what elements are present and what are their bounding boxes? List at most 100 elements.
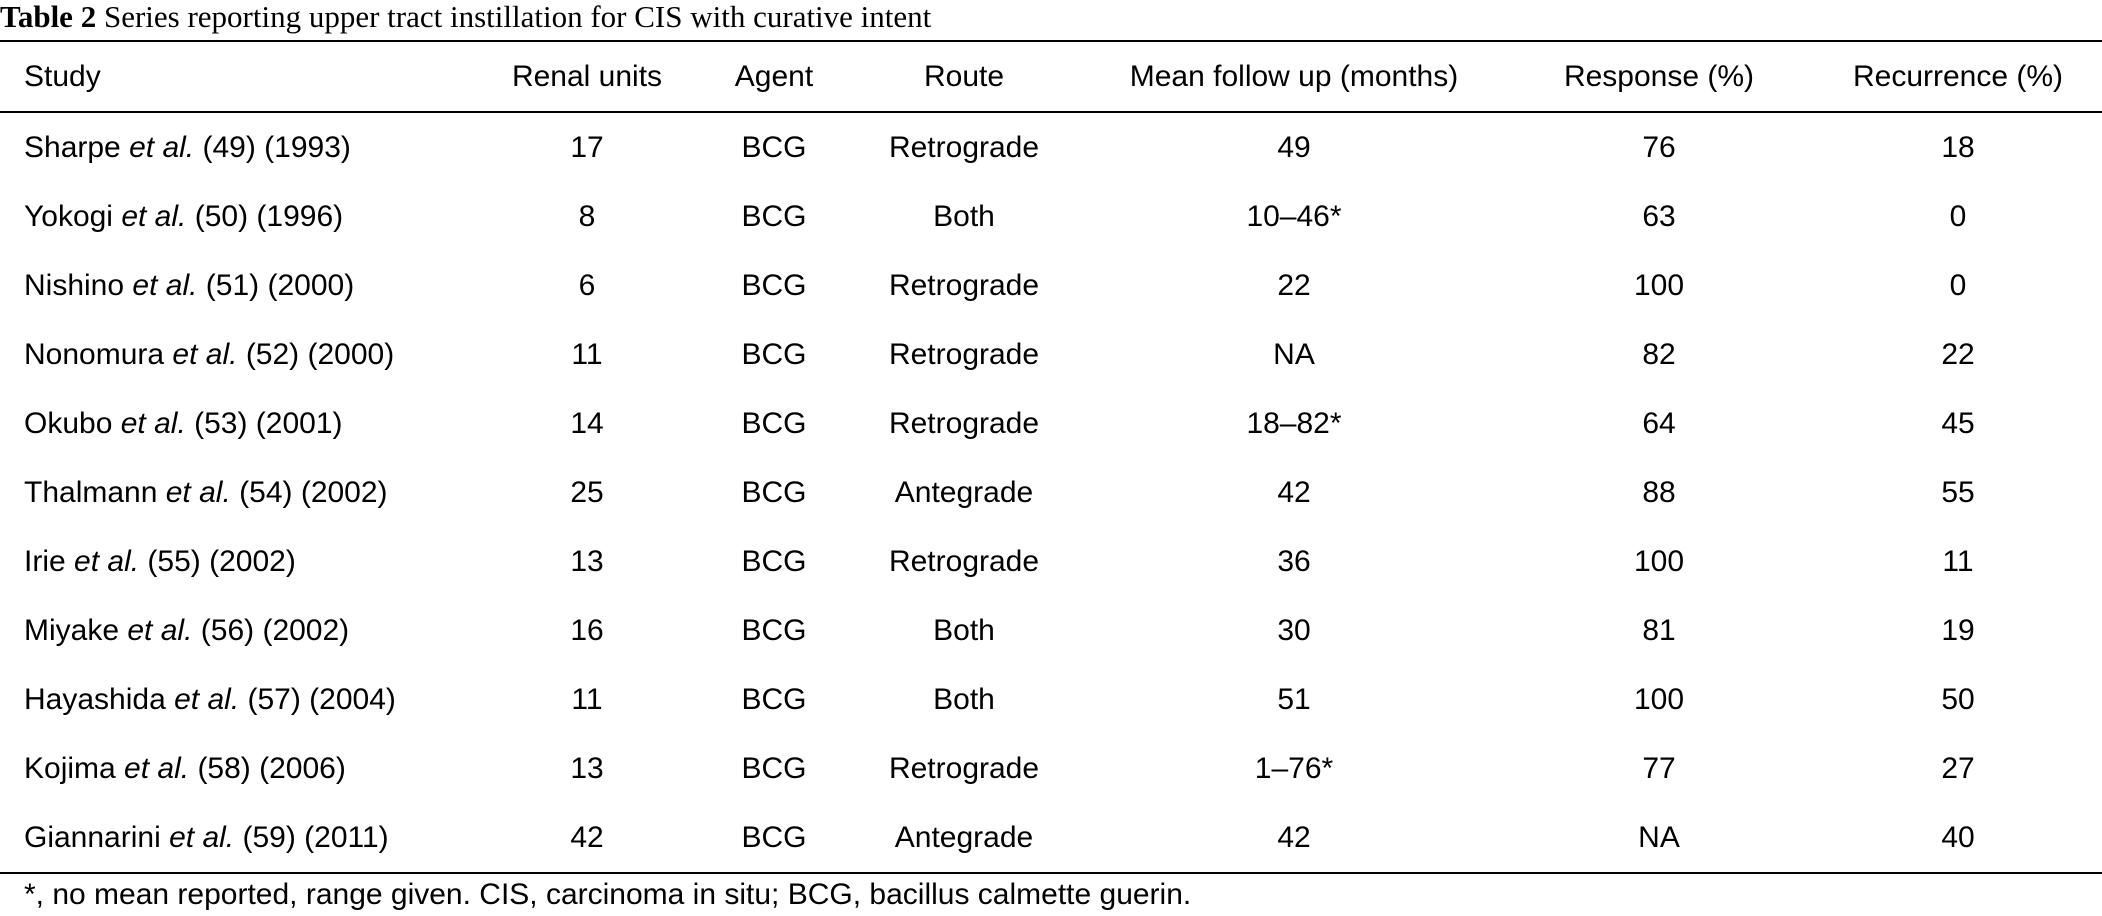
cell-renal-units: 42 — [470, 803, 704, 874]
cell-renal-units: 17 — [570, 130, 604, 164]
cell-route: Retrograde — [888, 406, 1040, 440]
cell-study: Giannarini et al. (59) (2011) — [0, 803, 470, 874]
study-reference: (59) (2011) — [242, 820, 389, 854]
cell-response: 81 — [1642, 613, 1676, 647]
cell-follow-up: 1–76* — [1254, 751, 1334, 785]
study-reference: (56) (2002) — [200, 613, 350, 647]
study-author: Nonomura — [24, 337, 165, 371]
cell-follow-up: 30 — [1277, 613, 1311, 647]
table-row: Yokogi et al. (50) (1996) 8 BCG Both 10–46* 6… — [0, 182, 2102, 251]
cell-recurrence: 19 — [1941, 613, 1975, 647]
study-etal: et al. — [169, 820, 235, 854]
cell-study: Hayashida et al. (57) (2004) — [0, 665, 470, 734]
cell-recurrence: 11 — [1942, 544, 1974, 578]
data-table: Study Renal units Agent Route Mean follo… — [0, 40, 2102, 874]
cell-route: Retrograde — [888, 268, 1040, 302]
table-row: Miyake et al. (56) (2002) 16 BCG Both 30 81 19 — [0, 596, 2102, 665]
cell-route: Both — [933, 682, 995, 716]
col-header-agent: Agent — [704, 40, 844, 113]
cell-route: Retrograde — [888, 544, 1040, 578]
study-author: Kojima — [24, 751, 116, 785]
cell-renal-units: 14 — [570, 406, 604, 440]
study-author: Yokogi — [24, 199, 113, 233]
col-header-renal-units: Renal units — [470, 40, 704, 113]
cell-renal-units: 11 — [571, 682, 603, 716]
cell-recurrence: 0 — [1949, 268, 1967, 302]
cell-recurrence: 50 — [1941, 682, 1975, 716]
cell-recurrence: 18 — [1941, 130, 1975, 164]
col-header-response: Response (%) — [1504, 40, 1814, 113]
table-caption: Table 2 Series reporting upper tract ins… — [0, 0, 931, 33]
cell-response: 77 — [1642, 751, 1676, 785]
cell-agent: BCG — [741, 337, 807, 371]
cell-agent: BCG — [741, 130, 807, 164]
cell-follow-up: 18–82* — [1246, 406, 1342, 440]
table-row: Giannarini et al. (59) (2011) 42 BCG Antegr… — [0, 803, 2102, 874]
study-author: Nishino — [24, 268, 125, 302]
study-etal: et al. — [127, 613, 193, 647]
study-etal: et al. — [129, 130, 195, 164]
cell-route: Both — [933, 613, 995, 647]
study-etal: et al. — [121, 199, 187, 233]
cell-study: Sharpe et al. (49) (1993) — [0, 112, 470, 182]
cell-study: Thalmann et al. (54) (2002) — [0, 458, 470, 527]
col-header-follow-up: Mean follow up (months) — [1084, 40, 1504, 113]
cell-route: Both — [933, 199, 995, 233]
cell-recurrence: 45 — [1941, 406, 1975, 440]
study-author: Miyake — [24, 613, 120, 647]
table-footnote: *, no mean reported, range given. CIS, c… — [24, 878, 1192, 911]
cell-agent: BCG — [741, 199, 807, 233]
cell-agent: BCG — [741, 751, 807, 785]
table-label: Table 2 — [0, 0, 97, 34]
cell-study: Irie et al. (55) (2002) — [0, 527, 470, 596]
cell-response: 64 — [1642, 406, 1676, 440]
study-reference: (53) (2001) — [194, 406, 343, 440]
study-reference: (57) (2004) — [247, 682, 396, 716]
table-row: Nishino et al. (51) (2000) 6 BCG Retrograde… — [0, 251, 2102, 320]
cell-follow-up: 49 — [1277, 130, 1311, 164]
study-reference: (50) (1996) — [194, 199, 344, 233]
cell-renal-units: 13 — [570, 544, 604, 578]
cell-recurrence: 22 — [1941, 337, 1975, 371]
cell-route: Retrograde — [888, 130, 1040, 164]
cell-agent: BCG — [704, 803, 844, 874]
cell-route: Antegrade — [894, 475, 1034, 509]
cell-agent: BCG — [741, 475, 807, 509]
study-reference: (52) (2000) — [245, 337, 395, 371]
cell-response: 82 — [1642, 337, 1676, 371]
cell-response: 100 — [1633, 682, 1685, 716]
cell-renal-units: 8 — [578, 199, 596, 233]
table-title: Series reporting upper tract instillatio… — [103, 0, 932, 34]
cell-agent: BCG — [741, 613, 807, 647]
cell-follow-up: 36 — [1277, 544, 1311, 578]
study-etal: et al. — [120, 406, 186, 440]
cell-recurrence: 0 — [1949, 199, 1967, 233]
table-body: Sharpe et al. (49) (1993) 17 BCG Retrograde… — [0, 112, 2102, 874]
col-header-recurrence: Recurrence (%) — [1814, 40, 2102, 113]
study-etal: et al. — [165, 475, 231, 509]
cell-renal-units: 11 — [571, 337, 603, 371]
cell-renal-units: 13 — [570, 751, 604, 785]
study-reference: (49) (1993) — [202, 130, 351, 164]
cell-response: 88 — [1642, 475, 1676, 509]
study-etal: et al. — [124, 751, 190, 785]
cell-follow-up: 42 — [1277, 475, 1311, 509]
cell-route: Retrograde — [888, 751, 1040, 785]
study-author: Thalmann — [24, 475, 158, 509]
table-row: Nonomura et al. (52) (2000) 11 BCG Retrogra… — [0, 320, 2102, 389]
cell-follow-up: 22 — [1277, 268, 1311, 302]
col-header-study: Study — [0, 40, 470, 113]
study-etal: et al. — [174, 682, 240, 716]
cell-route: Retrograde — [888, 337, 1040, 371]
cell-response: NA — [1504, 803, 1814, 874]
study-etal: et al. — [74, 544, 140, 578]
cell-follow-up: 10–46* — [1246, 199, 1342, 233]
cell-response: 63 — [1642, 199, 1676, 233]
table-row: Hayashida et al. (57) (2004) 11 BCG Both 51 1… — [0, 665, 2102, 734]
cell-study: Okubo et al. (53) (2001) — [0, 389, 470, 458]
cell-renal-units: 16 — [570, 613, 604, 647]
cell-renal-units: 6 — [578, 268, 596, 302]
cell-agent: BCG — [741, 544, 807, 578]
cell-study: Kojima et al. (58) (2006) — [0, 734, 470, 803]
cell-agent: BCG — [741, 406, 807, 440]
